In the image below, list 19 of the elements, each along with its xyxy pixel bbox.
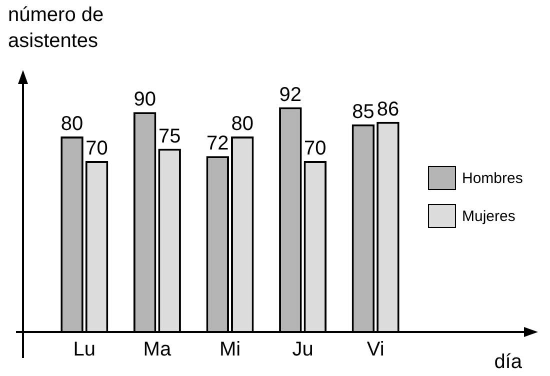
data-label: 72	[206, 132, 229, 155]
data-label: 86	[376, 98, 400, 120]
x-axis-title: día	[494, 351, 522, 374]
data-label: 70	[86, 138, 108, 160]
data-label: 80	[60, 113, 84, 136]
data-label: 80	[231, 113, 254, 136]
y-axis-title: número de asistentes	[8, 3, 104, 54]
data-label: 75	[158, 125, 181, 148]
legend-label: Mujeres	[462, 208, 516, 224]
x-tick-label: Lu	[73, 338, 96, 361]
data-label: 92	[279, 84, 302, 106]
x-tick-label: Vi	[366, 338, 384, 361]
data-label: 90	[134, 88, 156, 111]
x-tick-label: Ju	[292, 338, 314, 361]
data-label: 85	[352, 100, 374, 123]
data-label: 70	[304, 138, 326, 160]
x-tick-label: Ma	[143, 338, 172, 361]
x-tick-label: Mi	[219, 338, 241, 361]
legend-label: Hombres	[462, 170, 523, 186]
